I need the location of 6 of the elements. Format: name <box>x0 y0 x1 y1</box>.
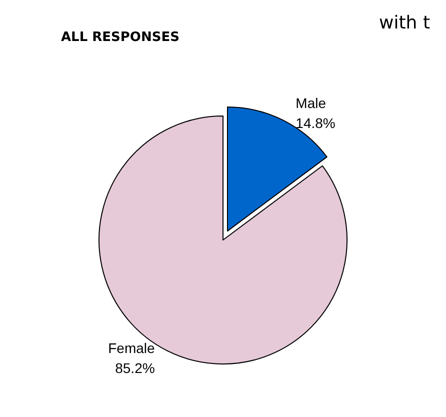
data-label: 14.8% <box>296 115 336 132</box>
data-label: 85.2% <box>115 360 155 376</box>
text: with t <box>379 12 430 34</box>
slice-label: Female <box>108 340 156 356</box>
slice-label: Male <box>296 95 326 112</box>
chart-title: ALL RESPONSES <box>61 30 180 45</box>
